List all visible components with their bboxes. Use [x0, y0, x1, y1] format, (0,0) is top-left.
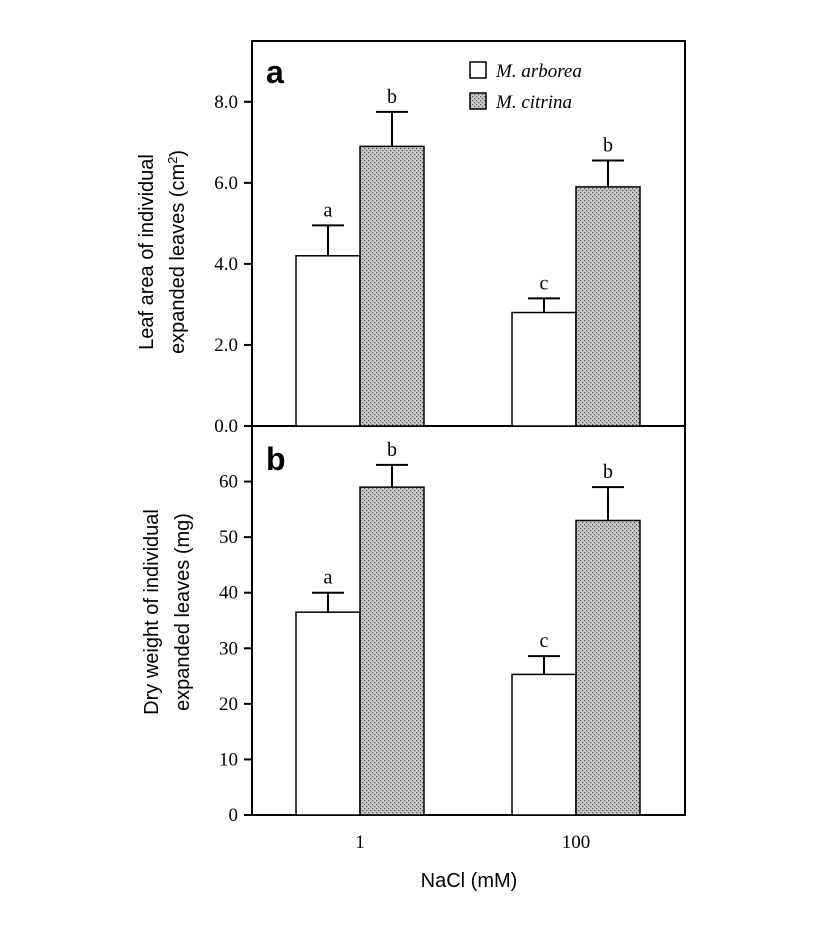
panel-a-bar-arborea-100	[511, 311, 577, 427]
panel-b-letter-citrina-1: b	[387, 439, 397, 461]
panel-b-ylabel-line2: expanded leaves (mg)	[172, 513, 194, 711]
panel-a-letter-citrina-100: b	[603, 135, 613, 157]
panel-a-ytick-label-2: 4.0	[214, 254, 238, 275]
panel-a-ylabel-main: expanded leaves (cm	[167, 164, 189, 354]
panel-b-letter-arborea-1: a	[324, 567, 333, 589]
panel-b-ytick-label-1: 10	[219, 749, 238, 770]
panel-a-ylabel-sup: 2	[165, 157, 180, 164]
panel-b-ytick-label-3: 30	[219, 638, 238, 659]
panel-b-letter-arborea-100: c	[540, 630, 549, 652]
panel-b-ytick-label-6: 60	[219, 472, 238, 493]
panel-a-ylabel-line1: Leaf area of individual	[136, 154, 158, 350]
panel-b-ytick-label-5: 50	[219, 527, 238, 548]
panel-b-bar-arborea-100	[511, 673, 577, 816]
panel-a-ytick-label-3: 6.0	[214, 173, 238, 194]
panel-a-letter-arborea-1: a	[324, 199, 333, 221]
legend: M. arborea M. citrina	[469, 61, 582, 113]
panel-b-label: b	[266, 441, 286, 477]
panel-a-ytick-label-1: 2.0	[214, 335, 238, 356]
panel-b-frame	[251, 425, 686, 816]
chart-marks: 0.0 2.0 4.0 6.0 8.0 a c b b 0 10 20 30 40 50 60 a c b b 1 100	[214, 86, 641, 853]
panel-b-letter-citrina-100: b	[603, 461, 613, 483]
legend-swatch-citrina	[469, 92, 487, 110]
legend-label-citrina: M. citrina	[495, 92, 572, 113]
panel-a-ytick-label-4: 8.0	[214, 92, 238, 113]
panel-b-ytick-label-4: 40	[219, 583, 238, 604]
panel-a-label: a	[266, 54, 284, 90]
panel-b-bar-citrina-100	[575, 519, 641, 816]
panel-a-ytick-label-0: 0.0	[214, 416, 238, 437]
x-tick-label-1: 100	[562, 832, 591, 853]
panel-b-ytick-label-2: 20	[219, 694, 238, 715]
legend-label-arborea: M. arborea	[495, 61, 582, 82]
panel-b-ytick-label-0: 0	[229, 805, 239, 826]
x-tick-label-0: 1	[355, 832, 365, 853]
panel-a-bar-arborea-1	[295, 255, 361, 427]
panel-a-ylabel-line2: expanded leaves (cm2)	[165, 150, 190, 354]
x-axis-title: NaCl (mM)	[421, 870, 518, 892]
panel-a-letter-citrina-1: b	[387, 86, 397, 108]
panel-a-letter-arborea-100: c	[540, 272, 549, 294]
panel-b-ylabel-line1: Dry weight of individual	[141, 509, 163, 715]
panel-b-bar-citrina-1	[359, 486, 425, 816]
panel-b-bar-arborea-1	[295, 611, 361, 816]
panel-a-ylabel-close: )	[167, 150, 189, 157]
legend-swatch-arborea	[469, 61, 487, 79]
panel-a-bar-citrina-100	[575, 186, 641, 427]
panel-a-bar-citrina-1	[359, 145, 425, 427]
